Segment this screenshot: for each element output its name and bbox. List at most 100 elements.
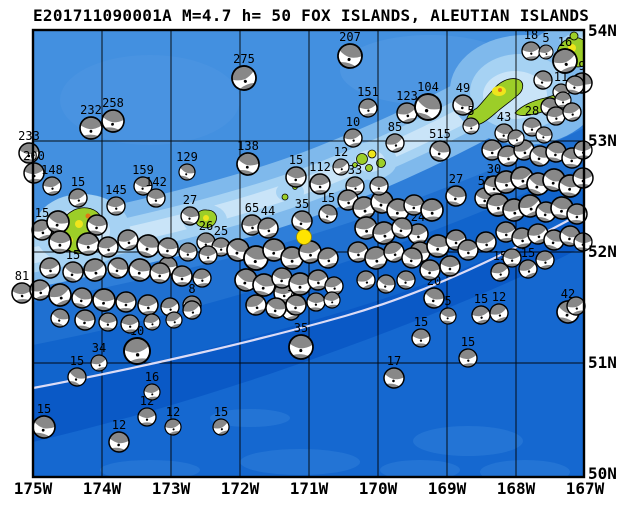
- beachball: 123: [393, 89, 421, 127]
- beachball: [501, 247, 523, 269]
- beachball: 15: [457, 335, 479, 369]
- beachball: 145: [105, 183, 127, 217]
- island: [281, 193, 289, 201]
- beachball-label: 15: [214, 405, 228, 419]
- island: [352, 162, 358, 168]
- longitude-label: 174W: [83, 479, 122, 498]
- latitude-label: 54N: [588, 21, 617, 40]
- longitude-label: 171W: [290, 479, 329, 498]
- beachball: 30: [483, 162, 505, 197]
- beachball-label: 159: [132, 163, 154, 177]
- beachball-label: 275: [233, 52, 255, 66]
- island: [466, 78, 524, 126]
- beachball: 9: [568, 59, 596, 97]
- beachball-label: 34: [92, 341, 106, 355]
- beachball-label: 515: [429, 127, 451, 141]
- beachball: 5: [461, 104, 481, 136]
- beachball: 112: [308, 160, 332, 196]
- beachball: [47, 229, 73, 255]
- beachball: 34: [88, 341, 110, 374]
- island-peak: [85, 213, 91, 219]
- beachball-label: 7: [287, 288, 294, 302]
- beachball-label: 104: [417, 80, 439, 94]
- beachball-label: 35: [294, 321, 308, 335]
- beachball: 142: [145, 175, 167, 208]
- longitude-label: 172W: [221, 479, 260, 498]
- beachball: 12: [330, 145, 352, 178]
- longitude-label: 170W: [359, 479, 398, 498]
- beachball: 275: [227, 52, 261, 95]
- beachball-label: 15: [70, 354, 84, 368]
- beachball: 8: [181, 282, 203, 316]
- beachball: 15: [29, 402, 59, 442]
- beachball: 15: [515, 246, 541, 282]
- beachball: 258: [99, 96, 127, 135]
- beachball: 233: [17, 129, 41, 165]
- beachball: 27: [443, 172, 469, 209]
- beachball-label: 18: [524, 28, 538, 42]
- beachball: 43: [493, 110, 515, 144]
- longitude-label: 173W: [152, 479, 191, 498]
- beachball-label: 8: [188, 282, 195, 296]
- beachball-label: 25: [214, 224, 228, 238]
- beachball: 85: [382, 120, 408, 156]
- beachball: [306, 292, 326, 312]
- beachball-label: 15: [37, 402, 51, 416]
- beachball: [288, 272, 312, 296]
- island: [356, 153, 368, 165]
- beachball-label: 5: [542, 31, 549, 45]
- map-title: E201711090001A M=4.7 h= 50 FOX ISLANDS, …: [33, 6, 589, 25]
- beachball-label: 15: [474, 292, 488, 306]
- beachball-label: 15: [35, 206, 49, 220]
- beachball-label: 10: [346, 115, 360, 129]
- beachball: 18: [520, 28, 542, 62]
- beachball: [75, 231, 101, 257]
- beachball-label: 112: [309, 160, 331, 174]
- beachball-label: 44: [261, 204, 275, 218]
- beachball-label: 15: [521, 246, 535, 260]
- beachball: 10: [341, 115, 365, 150]
- island: [376, 158, 386, 168]
- beachball: 12: [107, 418, 131, 454]
- beachball-label: 16: [145, 370, 159, 384]
- beachball: [97, 311, 119, 333]
- latitude-label: 50N: [588, 464, 617, 483]
- island: [569, 31, 579, 41]
- beachball-label: 43: [497, 110, 511, 124]
- beachball-label: 65: [245, 201, 259, 215]
- beachball: 15: [284, 153, 308, 189]
- beachball: 5: [537, 31, 555, 61]
- beachball: 11: [551, 70, 571, 102]
- beachball-label: 123: [396, 89, 418, 103]
- beachball: 15: [64, 354, 90, 390]
- beachball-label: 26: [199, 219, 213, 233]
- beachball: [439, 255, 461, 277]
- beachball-label: 5: [444, 294, 451, 308]
- beachball: 232: [78, 103, 104, 141]
- beachball: [171, 265, 193, 287]
- beachball: 27: [178, 193, 202, 228]
- beachball-label: 258: [102, 96, 124, 110]
- beachball-label: 129: [176, 150, 198, 164]
- beachball: 25: [210, 224, 232, 258]
- beachball-label: 15: [289, 153, 303, 167]
- beachball-label: 81: [15, 269, 29, 283]
- beachball-label: 35: [295, 197, 309, 211]
- beachball: 35: [288, 197, 316, 235]
- beachball-label: 148: [41, 163, 63, 177]
- beachball-label: 233: [18, 129, 40, 143]
- beachball-label: 15: [461, 335, 475, 349]
- event-marker: [296, 229, 312, 245]
- beachball-label: 12: [112, 418, 126, 432]
- beachball: [177, 241, 199, 263]
- beachball: 15: [411, 315, 431, 348]
- longitude-label: 168W: [497, 479, 536, 498]
- beachball-label: 232: [80, 103, 102, 117]
- beachball: 26: [195, 219, 217, 253]
- longitude-label: 169W: [428, 479, 467, 498]
- beachball: 16: [142, 370, 162, 402]
- latitude-label: 51N: [588, 353, 617, 372]
- beachball-label: 27: [183, 193, 197, 207]
